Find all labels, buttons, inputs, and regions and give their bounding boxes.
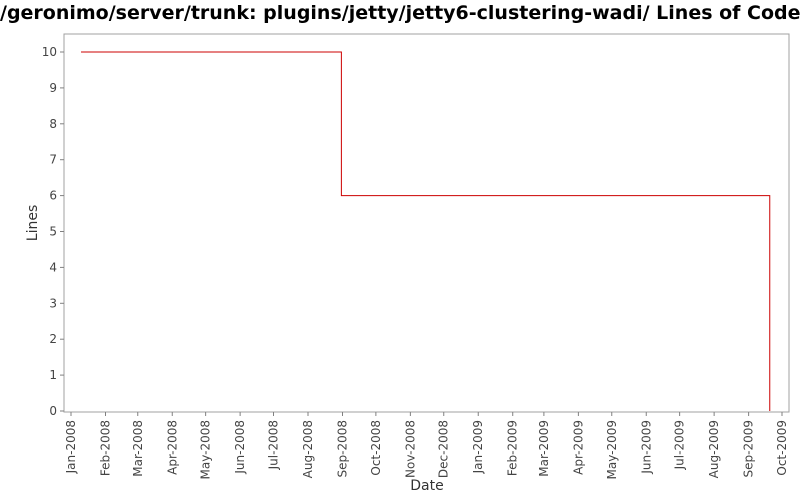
x-tick-label: Mar-2008 xyxy=(131,420,145,477)
y-tick-label: 1 xyxy=(49,368,57,382)
y-tick-label: 3 xyxy=(49,296,57,310)
series-layer xyxy=(81,51,771,411)
y-axis: 0 1 2 3 4 5 6 7 8 9 10 xyxy=(42,45,64,418)
chart-title: /geronimo/server/trunk: plugins/jetty/je… xyxy=(0,2,800,24)
x-tick-label: Nov-2008 xyxy=(403,420,417,478)
x-tick-label: Sep-2008 xyxy=(335,420,349,478)
x-tick-label: Jul-2009 xyxy=(673,420,687,470)
x-tick-label: May-2008 xyxy=(199,420,213,479)
y-tick-label: 2 xyxy=(49,332,57,346)
x-tick-label: Apr-2009 xyxy=(571,420,585,475)
x-tick-label: Dec-2008 xyxy=(437,420,451,478)
x-tick-label: Mar-2009 xyxy=(537,420,551,477)
plot-frame xyxy=(63,33,790,413)
x-axis: Jan-2008 Feb-2008 Mar-2008 Apr-2008 May-2008… xyxy=(64,412,789,479)
y-tick-label: 8 xyxy=(49,117,57,131)
y-tick-label: 10 xyxy=(42,45,57,59)
y-tick-label: 0 xyxy=(49,404,57,418)
y-tick-label: 9 xyxy=(49,81,57,95)
x-tick-label: Oct-2009 xyxy=(775,420,789,476)
x-tick-label: Aug-2009 xyxy=(707,420,721,478)
x-tick-label: Oct-2008 xyxy=(369,420,383,476)
x-tick-label: Aug-2008 xyxy=(301,420,315,478)
x-tick-label: Jun-2009 xyxy=(639,420,653,475)
x-tick-label: Jan-2009 xyxy=(471,420,485,474)
x-tick-label: Jun-2008 xyxy=(233,420,247,475)
y-tick-label: 4 xyxy=(49,260,57,274)
x-axis-label: Date xyxy=(410,478,443,494)
x-tick-label: Feb-2009 xyxy=(506,420,520,476)
series-line xyxy=(81,51,771,411)
x-tick-label: Sep-2009 xyxy=(742,420,756,478)
y-axis-label: Lines xyxy=(25,205,41,241)
y-tick-label: 6 xyxy=(49,189,57,203)
x-tick-label: Jan-2008 xyxy=(64,420,78,474)
y-tick-label: 5 xyxy=(49,225,57,239)
x-tick-label: Jul-2008 xyxy=(267,420,281,470)
x-tick-label: Feb-2008 xyxy=(98,420,112,476)
y-tick-label: 7 xyxy=(49,153,57,167)
x-tick-label: May-2009 xyxy=(605,420,619,479)
x-tick-label: Apr-2008 xyxy=(165,420,179,475)
